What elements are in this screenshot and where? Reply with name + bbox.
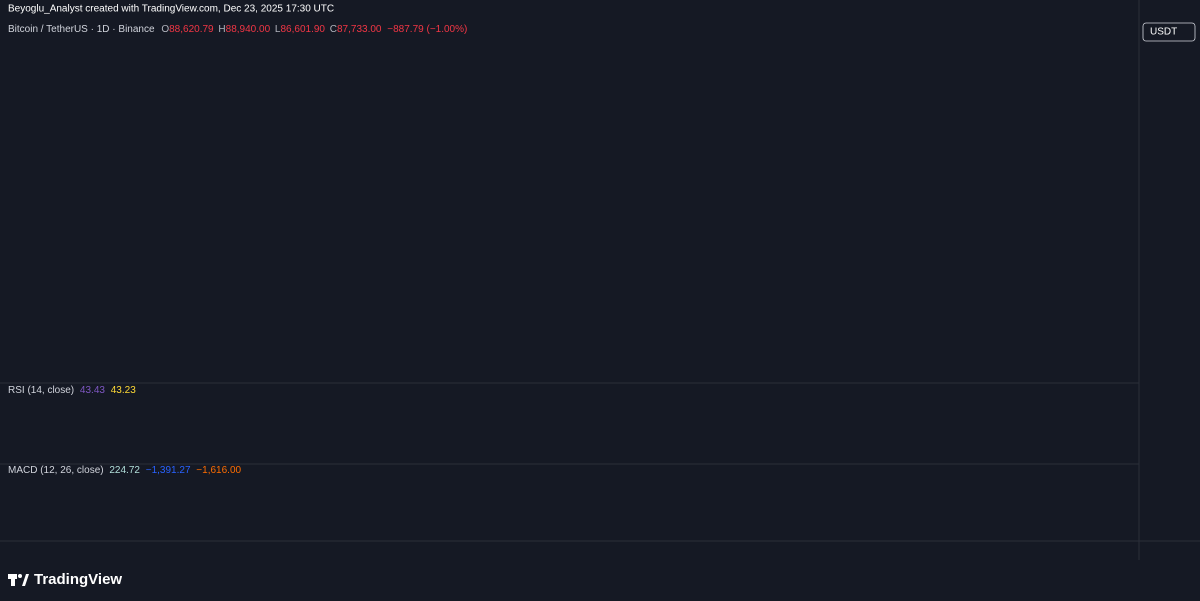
brand-logo	[8, 574, 29, 586]
macd-signal-value: −1,616.00	[196, 465, 241, 476]
symbol: Bitcoin / TetherUS · 1D · Binance	[8, 24, 155, 35]
currency[interactable]: USDT	[1150, 27, 1177, 38]
legend-key: H	[218, 24, 225, 35]
legend-value: 86,601.90	[280, 24, 325, 35]
macd-legend: MACD (12, 26, close) 224.72 −1,391.27 −1…	[8, 465, 242, 476]
logo-part	[22, 574, 29, 586]
legend-change: −887.79 (−1.00%)	[387, 24, 467, 35]
rsi-title: RSI (14, close)	[8, 385, 74, 396]
legend-value: 87,733.00	[337, 24, 382, 35]
legend: Bitcoin / TetherUS · 1D · Binance O88,62…	[8, 24, 467, 35]
macd-title: MACD (12, 26, close)	[8, 465, 104, 476]
legend-key: L	[275, 24, 281, 35]
header: Beyoglu_Analyst created with TradingView…	[8, 4, 334, 15]
macd-value: −1,391.27	[146, 465, 191, 476]
legend-value: 88,940.00	[226, 24, 271, 35]
logo-part	[11, 574, 15, 586]
legend-key: O	[161, 24, 169, 35]
macd-hist-value: 224.72	[109, 465, 140, 476]
rsi-ma-value: 43.23	[111, 385, 136, 396]
logo-part	[18, 574, 22, 578]
currency-box[interactable]	[1142, 22, 1196, 42]
brand: TradingView	[34, 571, 122, 588]
legend-key: C	[330, 24, 337, 35]
rsi-value: 43.43	[80, 385, 105, 396]
legend-value: 88,620.79	[169, 24, 214, 35]
rsi-legend: RSI (14, close) 43.43 43.23	[8, 385, 136, 396]
